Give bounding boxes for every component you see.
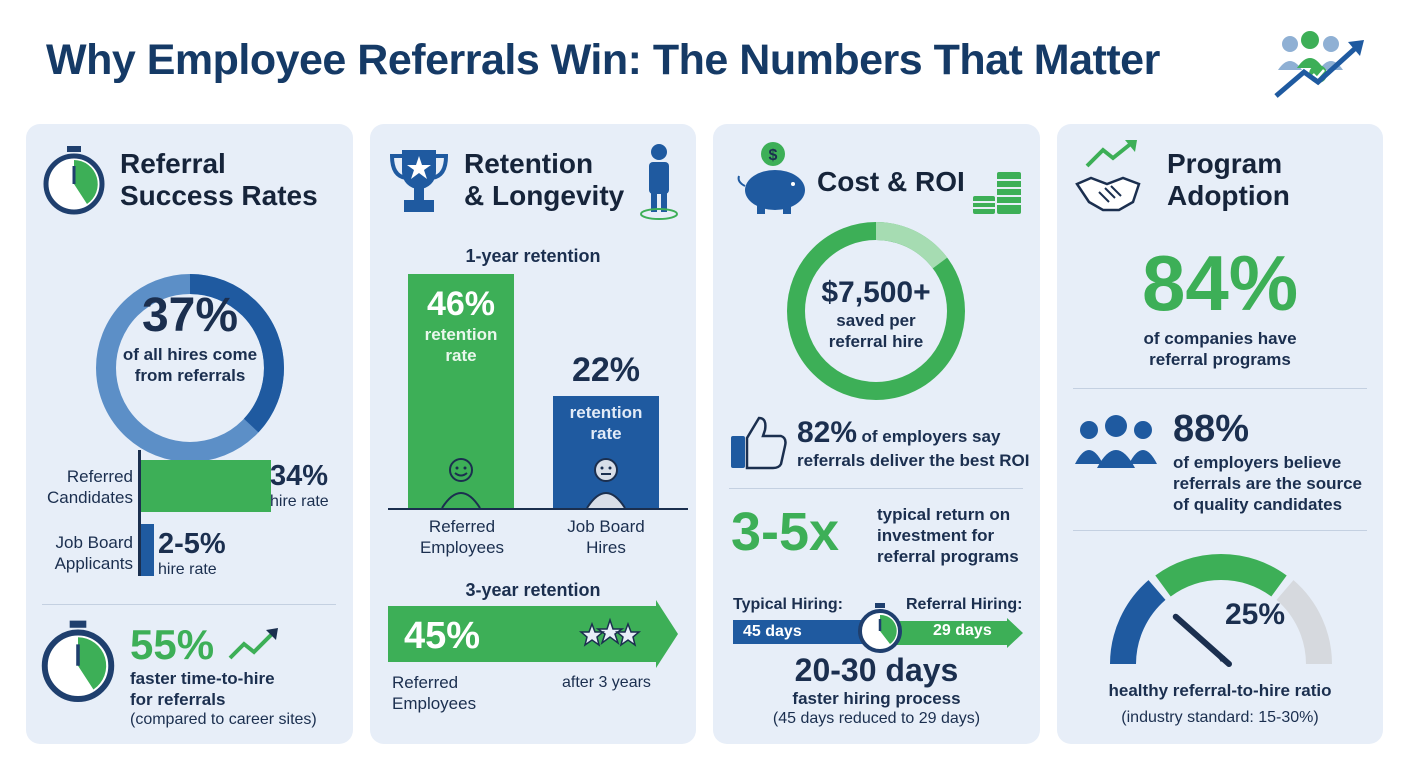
ret2-value: 22% <box>571 351 641 390</box>
quality-line-1: of employers believe <box>1173 453 1342 472</box>
savings-value: $7,500+ <box>821 276 931 309</box>
adoption-line-2: referral programs <box>1149 350 1291 369</box>
bar2-value: 2-5% <box>158 528 226 560</box>
ret1-inner-2: rate <box>445 346 477 365</box>
referred-retention-bar: 46% retention rate <box>408 274 514 508</box>
employee-figure-icon <box>640 144 678 220</box>
gauge-needle <box>1172 613 1232 667</box>
three-year-after: after 3 years <box>562 674 651 691</box>
bar2-label-2: Applicants <box>54 554 133 573</box>
referral-hiring-label: Referral Hiring: <box>906 596 1023 613</box>
stopwatch-icon-2 <box>41 620 115 702</box>
happy-face-icon <box>441 458 481 508</box>
referral-days-value: 29 days <box>933 622 992 639</box>
trophy-icon <box>389 150 449 212</box>
svg-text:$: $ <box>769 147 778 164</box>
panel2-heading-line1: Retention <box>464 148 594 179</box>
panel-program-adoption: Program Adoption 84% of companies have r… <box>1057 124 1383 744</box>
adoption-line-1: of companies have <box>1143 329 1297 348</box>
donut-caption-2: from referrals <box>134 366 246 385</box>
quality-value: 88% <box>1173 408 1250 450</box>
gauge-value: 25% <box>1225 598 1286 631</box>
bar1-label-1: Referred <box>66 467 133 486</box>
page-title: Why Employee Referrals Win: The Numbers … <box>46 36 1160 84</box>
quality-line-3: of quality candidates <box>1173 495 1343 514</box>
three-year-arrow <box>388 600 678 668</box>
gauge-line-2: (industry standard: 15-30%) <box>1121 709 1319 726</box>
panel-retention: Retention & Longevity 1-year retention 4… <box>370 124 696 744</box>
ret2-inner-2: rate <box>590 424 622 444</box>
stopwatch-icon <box>43 146 105 215</box>
adoption-value: 84% <box>1141 239 1299 327</box>
ret2-label-2: Hires <box>586 538 626 557</box>
panel4-heading-line2: Adoption <box>1167 180 1290 211</box>
three-year-value: 45% <box>404 615 481 657</box>
stopwatch-icon-3 <box>858 603 902 653</box>
hiring-saving-value: 20-30 days <box>794 652 959 688</box>
coin-stack-icon <box>973 172 1021 214</box>
referral-share-donut <box>96 274 284 462</box>
ret1-value: 46% <box>426 285 496 323</box>
multiplier-value: 3-5x <box>731 502 840 562</box>
bar2-sub: hire rate <box>158 561 217 578</box>
typical-hiring-label: Typical Hiring: <box>733 596 843 613</box>
hiring-saving-line-1: faster hiring process <box>792 689 961 708</box>
panel3-heading: Cost & ROI <box>817 166 965 197</box>
referred-hire-rate-bar <box>141 460 271 512</box>
trend-up-icon <box>228 628 278 660</box>
neutral-face-icon <box>586 457 626 508</box>
three-year-title: 3-year retention <box>465 580 601 600</box>
gauge-line-1: healthy referral-to-hire ratio <box>1108 681 1332 700</box>
time-line-1: faster time-to-hire <box>130 669 275 688</box>
handshake-growth-icon <box>1075 140 1141 212</box>
bar1-sub: hire rate <box>270 493 329 510</box>
ret1-inner-1: retention <box>424 325 498 344</box>
ratio-gauge <box>1110 554 1332 665</box>
roi-value: 82% <box>797 416 858 449</box>
typical-days-bar: 45 days <box>733 620 865 644</box>
panel4-heading-line1: Program <box>1167 148 1283 179</box>
ret2-label-1: Job Board <box>567 517 645 536</box>
hiring-saving-line-2: (45 days reduced to 29 days) <box>772 710 981 727</box>
multiplier-line-3: referral programs <box>877 547 1019 566</box>
referral-days-arrow <box>887 618 1023 648</box>
one-year-title: 1-year retention <box>465 246 601 266</box>
panel-cost-roi: $ Cost & ROI $7,500+ saved per referral … <box>713 124 1040 744</box>
panel-referral-success: Referral Success Rates 37% of all hires … <box>26 124 353 744</box>
team-growth-icon <box>1274 31 1364 98</box>
group-people-icon <box>1075 415 1157 468</box>
bar2-label-1: Job Board <box>55 533 134 552</box>
piggy-bank-icon: $ <box>737 142 805 214</box>
panel1-heading-line1: Referral <box>120 148 226 179</box>
savings-caption-1: saved per <box>836 311 916 330</box>
multiplier-line-1: typical return on <box>877 505 1011 524</box>
ret1-label-2: Employees <box>419 538 505 557</box>
three-year-label-2: Employees <box>392 694 477 713</box>
donut-value: 37% <box>141 289 239 342</box>
roi-line-2: referrals deliver the best ROI <box>797 451 1030 470</box>
time-to-hire-value: 55% <box>130 621 215 668</box>
three-year-label-1: Referred <box>392 673 459 692</box>
panel1-heading-line2: Success Rates <box>120 180 318 211</box>
ret1-label-1: Referred <box>428 517 496 536</box>
jobboard-hire-rate-bar <box>141 524 155 576</box>
bar1-value: 34% <box>270 460 329 492</box>
jobboard-retention-bar: retention rate <box>553 396 659 508</box>
bar1-label-2: Candidates <box>46 488 133 507</box>
savings-caption-2: referral hire <box>828 332 924 351</box>
thumbs-up-icon <box>731 416 787 470</box>
ret2-inner-1: retention <box>569 403 643 423</box>
multiplier-line-2: investment for <box>877 526 995 545</box>
donut-caption-1: of all hires come <box>122 345 258 364</box>
roi-line-1: of employers say <box>861 427 1001 446</box>
time-line-3: (compared to career sites) <box>130 711 317 728</box>
quality-line-2: referrals are the source <box>1173 474 1362 493</box>
panel2-heading-line2: & Longevity <box>464 180 625 211</box>
savings-donut <box>787 222 965 400</box>
time-line-2: for referrals <box>130 690 226 709</box>
